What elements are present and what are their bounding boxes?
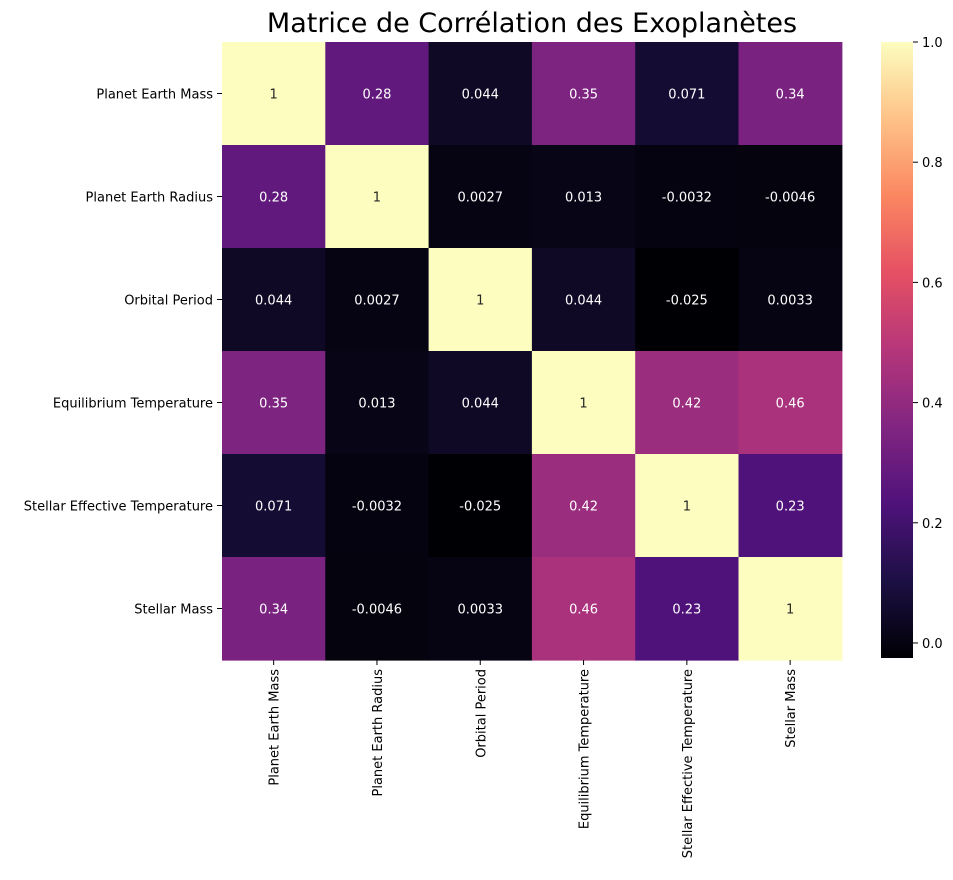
y-tick-label: Planet Earth Radius <box>86 191 214 206</box>
cell-annotation: 0.071 <box>668 88 705 103</box>
heatmap-cell <box>428 351 533 455</box>
cell-annotation: 0.013 <box>565 191 602 206</box>
cell-annotation: 0.23 <box>776 500 805 515</box>
colorbar-tick-label: 1.0 <box>922 36 943 51</box>
cell-annotation: 0.35 <box>259 397 288 412</box>
cell-annotation: -0.025 <box>666 294 708 309</box>
heatmap-cell <box>635 145 740 249</box>
heatmap-cell <box>635 351 740 455</box>
heatmap-cell <box>428 42 533 146</box>
cell-annotation: 1 <box>579 397 587 412</box>
colorbar: 0.0 0.2 0.4 0.6 0.8 1.0 <box>881 36 943 658</box>
heatmap-cell <box>325 248 430 352</box>
colorbar-tick-label: 0.2 <box>922 517 943 532</box>
y-tick-label: Orbital Period <box>124 294 213 309</box>
y-tick-label: Equilibrium Temperature <box>53 397 213 412</box>
cell-annotation: 0.46 <box>569 603 598 618</box>
cell-annotation: 0.0033 <box>767 294 813 309</box>
x-axis-ticks: Planet Earth Mass Planet Earth Radius Orbi… <box>268 660 799 858</box>
heatmap-cell <box>325 454 430 558</box>
cell-annotation: -0.0032 <box>662 191 712 206</box>
heatmap-cell <box>738 145 843 249</box>
heatmap-cell <box>738 351 843 455</box>
heatmap-cell <box>325 145 430 249</box>
heatmap-cell <box>635 42 740 146</box>
cell-annotation: 0.071 <box>255 500 292 515</box>
cell-annotation: 1 <box>373 191 381 206</box>
heatmap-cell <box>222 42 326 146</box>
cell-annotation: 0.28 <box>362 88 391 103</box>
chart-title: Matrice de Corrélation des Exoplanètes <box>267 8 797 39</box>
heatmap-cell <box>428 248 533 352</box>
heatmap-cell <box>428 145 533 249</box>
heatmap-cell <box>738 248 843 352</box>
cell-annotation: 0.0027 <box>354 294 400 309</box>
heatmap-cell <box>222 248 326 352</box>
cell-annotation: 1 <box>476 294 484 309</box>
cell-annotation: -0.0046 <box>352 603 402 618</box>
heatmap-cells <box>222 42 843 661</box>
heatmap-cell <box>222 454 326 558</box>
heatmap-cell <box>531 454 636 558</box>
cell-annotation: 0.23 <box>672 603 701 618</box>
heatmap-cell <box>738 557 843 661</box>
x-tick-label: Planet Earth Radius <box>371 669 386 797</box>
cell-annotation: 0.46 <box>776 397 805 412</box>
cell-annotation: 0.0027 <box>458 191 504 206</box>
heatmap-cell <box>428 454 533 558</box>
y-tick-label: Stellar Effective Temperature <box>24 500 213 515</box>
cell-annotation: 1 <box>786 603 794 618</box>
cell-annotation: 0.044 <box>462 88 499 103</box>
colorbar-tick-label: 0.0 <box>922 637 943 652</box>
x-tick-label: Stellar Mass <box>784 669 799 748</box>
y-axis-ticks: Planet Earth Mass Planet Earth Radius Orbi… <box>24 88 222 618</box>
x-tick-label: Planet Earth Mass <box>268 669 283 786</box>
heatmap-cell <box>222 351 326 455</box>
cell-annotation: 1 <box>270 88 278 103</box>
cell-annotation: 0.044 <box>255 294 292 309</box>
x-tick-label: Stellar Effective Temperature <box>681 669 696 858</box>
cell-annotation: -0.025 <box>459 500 501 515</box>
cell-annotation: 0.34 <box>259 603 288 618</box>
cell-annotation: -0.0046 <box>765 191 815 206</box>
cell-annotation: 0.044 <box>462 397 499 412</box>
heatmap-cell <box>222 557 326 661</box>
heatmap-cell <box>531 351 636 455</box>
heatmap-annotations: 1 0.28 0.044 0.35 0.071 0.34 0.28 1 0.0027 0.013 -… <box>255 88 815 618</box>
colorbar-tick-label: 0.4 <box>922 397 943 412</box>
colorbar-tick-label: 0.8 <box>922 156 943 171</box>
cell-annotation: 0.0033 <box>458 603 504 618</box>
heatmap-cell <box>531 557 636 661</box>
heatmap-cell <box>738 42 843 146</box>
colorbar-tick-label: 0.6 <box>922 276 943 291</box>
x-tick-label: Orbital Period <box>474 669 489 758</box>
heatmap-cell <box>635 454 740 558</box>
y-tick-label: Planet Earth Mass <box>96 88 213 103</box>
heatmap-cell <box>635 248 740 352</box>
cell-annotation: 0.013 <box>358 397 395 412</box>
heatmap-cell <box>635 557 740 661</box>
heatmap-cell <box>531 42 636 146</box>
heatmap-cell <box>531 248 636 352</box>
cell-annotation: 0.42 <box>672 397 701 412</box>
heatmap-cell <box>325 351 430 455</box>
cell-annotation: 0.34 <box>776 88 805 103</box>
colorbar-gradient <box>881 42 913 658</box>
heatmap-cell <box>738 454 843 558</box>
cell-annotation: 1 <box>683 500 691 515</box>
cell-annotation: 0.28 <box>259 191 288 206</box>
cell-annotation: -0.0032 <box>352 500 402 515</box>
heatmap-cell <box>428 557 533 661</box>
cell-annotation: 0.42 <box>569 500 598 515</box>
heatmap-cell <box>222 145 326 249</box>
heatmap-cell <box>325 42 430 146</box>
y-tick-label: Stellar Mass <box>134 603 213 618</box>
cell-annotation: 0.35 <box>569 88 598 103</box>
cell-annotation: 0.044 <box>565 294 602 309</box>
x-tick-label: Equilibrium Temperature <box>578 669 593 829</box>
heatmap-cell <box>325 557 430 661</box>
heatmap-cell <box>531 145 636 249</box>
